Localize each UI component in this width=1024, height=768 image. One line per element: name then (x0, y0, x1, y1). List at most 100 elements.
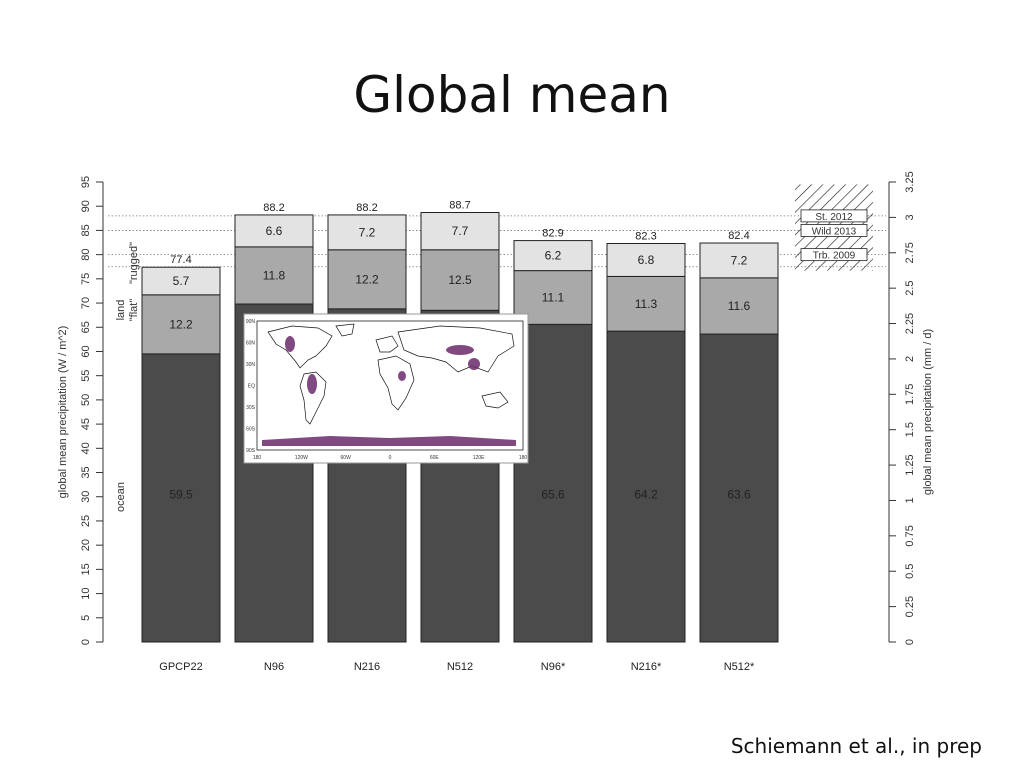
reference-box-0 (800, 209, 868, 223)
left-tick-label-14: 70 (80, 297, 92, 309)
right-tick-label-2: 0.5 (904, 564, 916, 579)
left-tick-label-9: 45 (80, 418, 92, 430)
bar-total-0: 77.4 (170, 254, 191, 266)
category-label-0: GPCP22 (159, 661, 202, 673)
right-tick-label-5: 1.25 (904, 454, 916, 475)
bar-value-rugged-5: 6.8 (638, 253, 655, 267)
bar-segment-rugged-4 (513, 240, 593, 272)
map-lat-label-6: 90S (246, 448, 256, 454)
left-tick-label-18: 90 (80, 200, 92, 212)
bar-value-flat-3: 12.5 (448, 273, 472, 287)
group-label-ocean: ocean (115, 482, 127, 512)
category-label-4: N96* (541, 661, 566, 673)
bar-segment-rugged-2 (327, 214, 407, 251)
bar-value-flat-6: 11.6 (728, 299, 751, 313)
left-tick-label-10: 50 (80, 394, 92, 406)
bar-value-ocean-6: 63.6 (727, 488, 751, 502)
right-tick-label-3: 0.75 (904, 525, 916, 546)
map-lat-label-1: 60N (246, 341, 256, 347)
y-axis-label-left: global mean precipitation (W / m^2) (57, 326, 69, 499)
map-lat-label-5: 60S (246, 427, 256, 433)
bar-total-6: 82.4 (728, 230, 749, 242)
category-label-3: N512 (447, 661, 473, 673)
bar-segment-rugged-1 (234, 214, 314, 248)
right-tick-label-7: 1.75 (904, 384, 916, 405)
right-tick-label-9: 2.25 (904, 313, 916, 334)
map-lat-label-2: 30N (246, 362, 256, 368)
right-y-axis: 0 0.25 0.5 0.75 1 1.25 1.5 1.75 2 2.25 2.5 2.75 3 3.2… (888, 171, 916, 645)
bar-segment-ocean-5 (606, 330, 686, 643)
bar-value-flat-5: 11.3 (635, 297, 658, 311)
left-tick-label-2: 10 (80, 587, 92, 599)
left-tick-label-1: 5 (80, 615, 92, 621)
left-tick-label-3: 15 (80, 563, 92, 575)
map-lat-label-4: 30S (246, 405, 256, 411)
map-lon-label-4: 60E (430, 455, 440, 461)
left-tick-label-5: 25 (80, 515, 92, 527)
bar-segment-rugged-6 (699, 242, 779, 279)
category-label-6: N512* (724, 661, 755, 673)
right-tick-label-12: 3 (904, 214, 916, 220)
map-precip-areas (262, 336, 516, 446)
reference-label-0: St. 2012 (815, 212, 853, 223)
bar-value-rugged-1: 6.6 (266, 224, 283, 238)
bar-value-flat-0: 12.2 (169, 317, 193, 331)
map-lat-label-0: 90N (246, 319, 256, 325)
citation: Schiemann et al., in prep (730, 734, 982, 758)
left-tick-label-19: 95 (80, 176, 92, 188)
bar-total-5: 82.3 (635, 230, 656, 242)
map-lon-label-3: 0 (389, 455, 392, 461)
map-lon-label-5: 120E (473, 455, 485, 461)
right-tick-label-4: 1 (904, 497, 916, 503)
bar-value-flat-4: 11.1 (542, 290, 565, 304)
reference-box-1 (800, 224, 868, 237)
left-tick-label-4: 20 (80, 539, 92, 551)
bar-total-1: 88.2 (263, 202, 284, 214)
bar-value-ocean-4: 65.6 (541, 488, 565, 502)
bar-total-2: 88.2 (356, 202, 377, 214)
group-label-flat: "flat" (128, 299, 140, 322)
left-tick-label-16: 80 (80, 249, 92, 261)
left-y-axis: 0 5 10 15 20 25 30 35 40 45 50 55 60 65 70 75 80 85 90 95 (80, 176, 104, 645)
bar-value-flat-2: 12.2 (355, 272, 379, 286)
bar-value-rugged-2: 7.2 (359, 225, 376, 239)
bar-segment-rugged-3 (420, 212, 500, 251)
left-tick-label-6: 30 (80, 491, 92, 503)
bar-total-4: 82.9 (542, 228, 563, 240)
right-tick-label-6: 1.5 (904, 422, 916, 437)
bar-value-rugged-4: 6.2 (545, 249, 562, 263)
reference-box: St. 2012 Wild 2013 Trb. 2009 (795, 184, 873, 271)
group-label-land: land (115, 300, 127, 321)
map-lon-label-0: 180 (253, 455, 262, 461)
map-lon-label-2: 60W (341, 455, 352, 461)
bar-segment-rugged-0 (141, 266, 221, 296)
map-longitude-labels: 180 120W 60W 0 60E 120E 180 (253, 455, 528, 461)
left-tick-label-15: 75 (80, 273, 92, 285)
group-label-rugged: "rugged" (128, 242, 140, 284)
reference-box-2 (800, 248, 868, 262)
right-tick-label-8: 2 (904, 356, 916, 362)
slide-title: Global mean (353, 66, 671, 124)
reference-label-1: Wild 2013 (812, 226, 857, 237)
map-lat-label-3: EQ (248, 384, 255, 390)
right-tick-label-10: 2.5 (904, 281, 916, 296)
left-tick-label-8: 40 (80, 442, 92, 454)
right-tick-label-0: 0 (904, 639, 916, 645)
bar-segment-rugged-5 (606, 242, 686, 277)
left-tick-label-17: 85 (80, 224, 92, 236)
map-lon-label-1: 120W (295, 455, 308, 461)
bar-value-ocean-5: 64.2 (634, 488, 658, 502)
y-axis-label-right: global mean precipitation (mm / d) (922, 329, 934, 495)
left-tick-label-7: 35 (80, 466, 92, 478)
bar-segment-flat-0 (141, 294, 221, 355)
bar-value-flat-1: 11.8 (263, 268, 286, 282)
bar-value-rugged-3: 7.7 (452, 224, 469, 238)
right-tick-label-11: 2.75 (904, 242, 916, 263)
bar-segment-flat-3 (420, 249, 500, 311)
reference-label-2: Trb. 2009 (813, 251, 856, 262)
category-label-2: N216 (354, 661, 380, 673)
bar-value-ocean-0: 59.5 (169, 488, 193, 502)
bar-segment-flat-2 (327, 249, 407, 310)
